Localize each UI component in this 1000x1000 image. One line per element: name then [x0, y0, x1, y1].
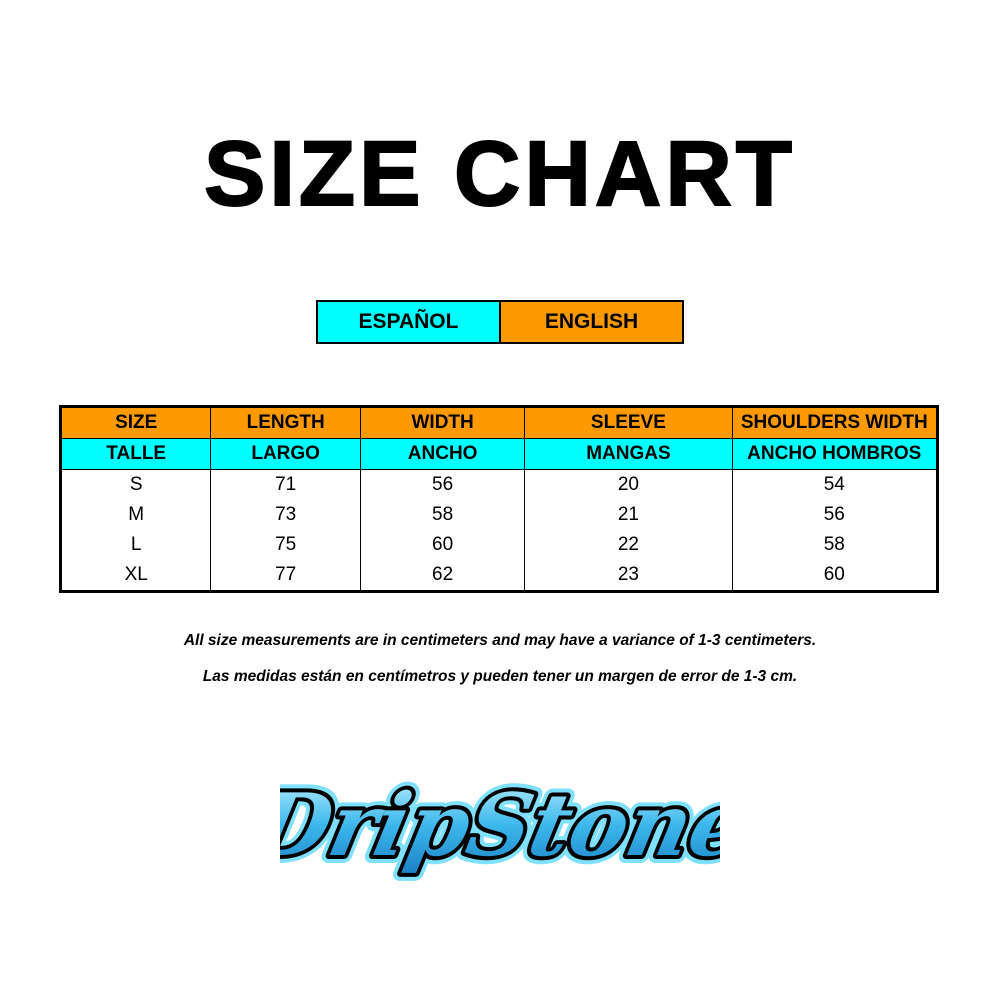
note-english: All size measurements are in centimeters…	[183, 632, 817, 649]
table-cell: 60	[359, 530, 526, 560]
table-cell: ANCHO	[359, 438, 526, 470]
language-spanish: ESPAÑOL	[318, 302, 501, 342]
language-english: ENGLISH	[501, 302, 682, 342]
table-cell: 23	[524, 560, 733, 592]
table-cell: 60	[731, 560, 939, 592]
table-cell: LENGTH	[210, 406, 361, 439]
table-cell: WIDTH	[359, 406, 526, 439]
table-cell: SIZE	[59, 406, 212, 439]
page-title: SIZE CHART	[203, 122, 796, 226]
table-cell: SHOULDERS WIDTH	[731, 406, 939, 439]
table-row: L 75 60 22 58	[59, 530, 939, 560]
table-cell: 56	[359, 469, 526, 500]
table-cell: SLEEVE	[524, 406, 733, 439]
table-cell: M	[59, 500, 212, 530]
header-row-english: SIZE LENGTH WIDTH SLEEVE SHOULDERS WIDTH	[59, 406, 939, 439]
table-cell: TALLE	[59, 438, 212, 470]
svg-text:DripStone: DripStone	[280, 774, 720, 876]
table-cell: 75	[210, 530, 361, 560]
svg-text:DripStone: DripStone	[280, 774, 720, 876]
table-cell: 21	[524, 500, 733, 530]
table-cell: 77	[210, 560, 361, 592]
table-cell: MANGAS	[524, 438, 733, 470]
table-cell: L	[59, 530, 212, 560]
table-row: M 73 58 21 56	[59, 500, 939, 530]
table-row: S 71 56 20 54	[59, 469, 939, 500]
table-cell: ANCHO HOMBROS	[731, 438, 939, 470]
table-cell: 62	[359, 560, 526, 592]
table-cell: LARGO	[210, 438, 361, 470]
size-table: SIZE LENGTH WIDTH SLEEVE SHOULDERS WIDTH TALL…	[59, 405, 939, 593]
table-cell: S	[59, 469, 212, 500]
table-cell: 20	[524, 469, 733, 500]
table-cell: 71	[210, 469, 361, 500]
table-cell: 58	[731, 530, 939, 560]
svg-text:DripStone: DripStone	[280, 774, 720, 876]
table-cell: 73	[210, 500, 361, 530]
header-row-spanish: TALLE LARGO ANCHO MANGAS ANCHO HOMBROS	[59, 438, 939, 470]
table-cell: 58	[359, 500, 526, 530]
language-selector: ESPAÑOL ENGLISH	[316, 300, 684, 344]
note-spanish: Las medidas están en centímetros y puede…	[202, 668, 798, 685]
table-cell: 54	[731, 469, 939, 500]
table-row: XL 77 62 23 60	[59, 560, 939, 592]
table-cell: XL	[59, 560, 212, 592]
table-cell: 56	[731, 500, 939, 530]
dripstone-logo: DripStone DripStone DripStone	[280, 766, 720, 884]
table-cell: 22	[524, 530, 733, 560]
